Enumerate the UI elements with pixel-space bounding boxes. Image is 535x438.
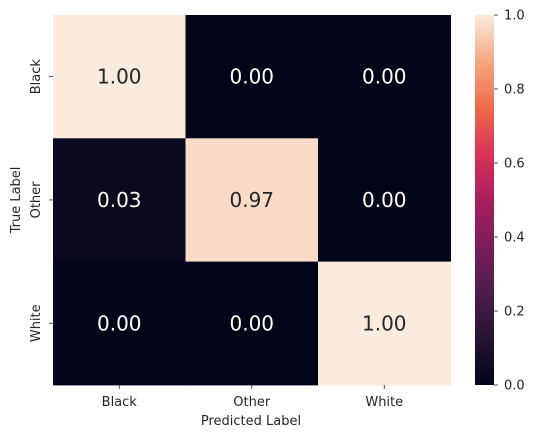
cell-value-label: 1.00 (97, 65, 142, 89)
heatmap-cell-labels: 1.00 0.00 0.00 0.03 0.97 0.00 0.00 0.00 1.00 (97, 65, 407, 336)
cell-value-label: 0.00 (229, 65, 274, 89)
cell-value-label: 1.00 (362, 311, 407, 335)
x-tick-label: Other (233, 395, 271, 410)
colorbar-tick-label: 0.0 (504, 379, 525, 394)
heatmap-cell (53, 138, 186, 263)
heatmap-cell (318, 261, 451, 386)
colorbar-tick-label: 1.0 (504, 9, 525, 24)
cell-value-label: 0.97 (229, 188, 274, 212)
y-axis-label: True Label (9, 167, 24, 235)
x-axis-label: Predicted Label (201, 414, 301, 429)
heatmap-cell (185, 138, 319, 263)
y-tick-label: Other (29, 181, 44, 219)
cell-value-label: 0.03 (97, 188, 142, 212)
heatmap-cells (53, 15, 451, 386)
colorbar (475, 15, 494, 385)
heatmap-cell (185, 15, 319, 139)
y-tick-label: White (29, 304, 44, 342)
colorbar-tick-label: 0.4 (504, 231, 525, 246)
cell-value-label: 0.00 (97, 311, 142, 335)
heatmap-cell (318, 15, 451, 139)
colorbar-ticks: 0.0 0.2 0.4 0.6 0.8 1.0 (494, 9, 525, 394)
heatmap-cell (53, 15, 186, 139)
colorbar-tick-label: 0.8 (504, 83, 525, 98)
x-axis-ticks: Black Other White (102, 384, 403, 410)
heatmap-cell (53, 261, 186, 386)
colorbar-tick-label: 0.2 (504, 305, 525, 320)
x-tick-label: Black (102, 395, 138, 410)
cell-value-label: 0.00 (362, 65, 407, 89)
colorbar-tick-label: 0.6 (504, 157, 525, 172)
y-axis-ticks: Black Other White (29, 59, 53, 342)
x-tick-label: White (365, 395, 403, 410)
cell-value-label: 0.00 (229, 311, 274, 335)
heatmap-cell (318, 138, 451, 263)
cell-value-label: 0.00 (362, 188, 407, 212)
heatmap-cell (185, 261, 319, 386)
y-tick-label: Black (29, 59, 44, 95)
